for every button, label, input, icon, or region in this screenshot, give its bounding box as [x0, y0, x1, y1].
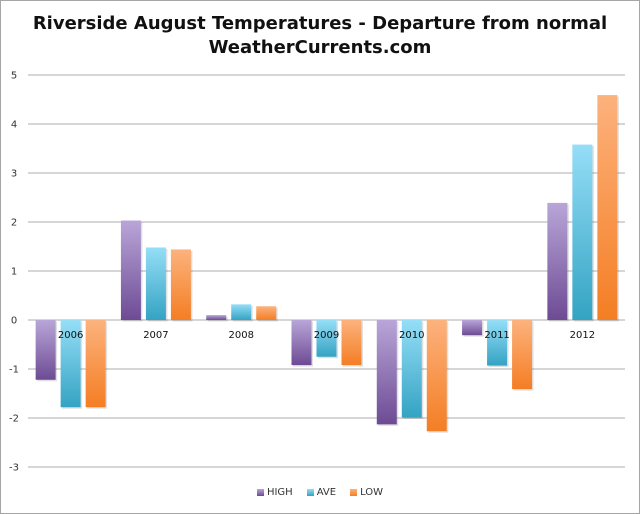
legend-label: HIGH: [266, 487, 293, 498]
y-tick-label: 0: [11, 316, 17, 327]
y-tick-label: 1: [11, 267, 17, 278]
legend-item-high: HIGH: [256, 487, 293, 498]
bar-high-2011: [462, 320, 483, 336]
y-tick-label: 4: [11, 120, 17, 131]
y-tick-label: -3: [9, 463, 19, 474]
bar-ave-2007: [145, 247, 166, 320]
bar-high-2007: [120, 220, 141, 320]
x-category-label: 2011: [484, 330, 509, 341]
bar-high-2012: [547, 202, 568, 320]
legend-swatch: [306, 489, 314, 496]
bar-ave-2006: [60, 320, 81, 408]
x-category-label: 2012: [570, 330, 595, 341]
x-category-label: 2009: [314, 330, 339, 341]
x-category-label: 2006: [58, 330, 83, 341]
y-tick-label: 5: [11, 71, 17, 82]
bar-ave-2010: [401, 320, 422, 418]
y-axis-ticks: 5 4 3 2 1 0 -1 -2 -3: [9, 71, 19, 474]
bar-high-2010: [376, 320, 397, 425]
chart-subtitle: WeatherCurrents.com: [208, 37, 432, 58]
bar-high-2009: [291, 320, 312, 366]
bar-ave-2012: [572, 144, 593, 320]
bar-low-2010: [426, 320, 447, 432]
y-tick-label: -2: [9, 414, 19, 425]
bar-ave-2009: [316, 320, 337, 357]
bar-ave-2011: [487, 320, 508, 366]
x-axis-categories: 2006 2007 2008 2009 2010 2011 2012: [58, 330, 595, 341]
legend-item-ave: AVE: [306, 487, 337, 498]
y-tick-label: 2: [11, 218, 17, 229]
legend-swatch: [350, 489, 358, 496]
bar-low-2008: [256, 306, 277, 320]
legend: HIGH AVE LOW: [0, 487, 640, 498]
bars: [35, 95, 619, 433]
bar-low-2011: [512, 320, 533, 390]
bar-low-2006: [85, 320, 106, 408]
bar-high-2008: [206, 315, 227, 320]
gridlines: [28, 74, 625, 468]
y-tick-label: 3: [11, 169, 17, 180]
bar-low-2009: [341, 320, 362, 366]
legend-swatch: [256, 489, 264, 496]
bar-low-2007: [170, 249, 191, 320]
legend-item-low: LOW: [350, 487, 383, 498]
bar-low-2012: [597, 95, 618, 320]
x-category-label: 2010: [399, 330, 424, 341]
x-category-label: 2007: [143, 330, 168, 341]
bar-high-2006: [35, 320, 56, 380]
x-category-label: 2008: [228, 330, 253, 341]
chart-title: Riverside August Temperatures - Departur…: [32, 13, 608, 34]
bar-ave-2008: [231, 304, 252, 320]
legend-label: AVE: [316, 487, 337, 498]
legend-label: LOW: [360, 487, 384, 498]
y-tick-label: -1: [9, 365, 19, 376]
